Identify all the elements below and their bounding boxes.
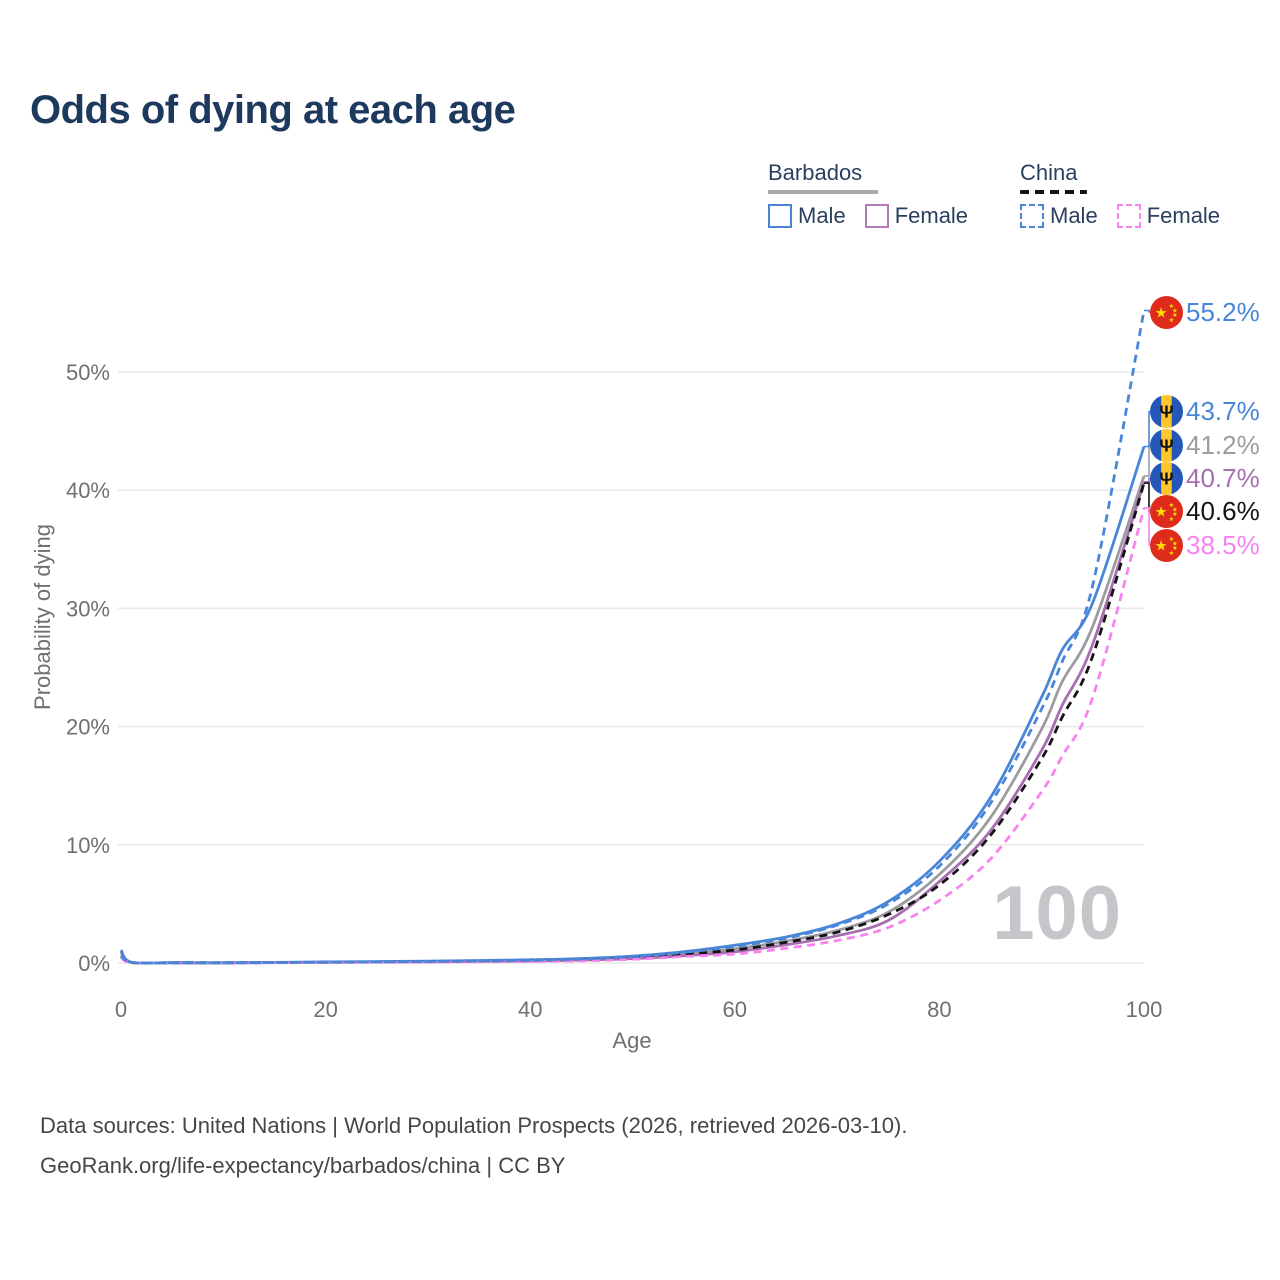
series-line-china-male xyxy=(119,310,1146,965)
china-flag-icon: ★ ★★★★ xyxy=(1150,295,1183,329)
end-label-barbados-male: Ψ 43.7% xyxy=(1150,395,1260,429)
footer-data-sources: Data sources: United Nations | World Pop… xyxy=(40,1113,908,1138)
legend-item-barbados-female[interactable]: Female xyxy=(864,203,969,229)
legend-swatch-barbados-female xyxy=(864,204,889,228)
svg-text:★: ★ xyxy=(1155,538,1168,554)
china-flag-icon: ★ ★★★★ xyxy=(1150,495,1183,529)
legend-line-style-china xyxy=(1020,190,1087,194)
legend-item-china-female[interactable]: Female xyxy=(1116,203,1221,229)
svg-text:★: ★ xyxy=(1172,307,1178,314)
legend-label: Male xyxy=(798,203,846,228)
x-tick-label-20: 20 xyxy=(313,997,337,1022)
svg-text:★: ★ xyxy=(1172,545,1178,552)
china-flag-icon: ★ ★★★★ xyxy=(1150,528,1183,562)
svg-text:★: ★ xyxy=(1169,502,1175,509)
end-label-barbados-both: Ψ 41.2% xyxy=(1150,428,1260,462)
barbados-flag-icon: Ψ xyxy=(1150,428,1183,462)
svg-text:★: ★ xyxy=(1169,302,1175,309)
legend-label: Female xyxy=(894,203,969,228)
barbados-flag-icon: Ψ xyxy=(1150,395,1183,429)
svg-text:★: ★ xyxy=(1169,316,1175,323)
legend-item-china-male[interactable]: Male xyxy=(1020,203,1098,229)
x-tick-label-40: 40 xyxy=(518,997,542,1022)
end-label-value: 38.5% xyxy=(1186,529,1260,560)
legend-swatch-china-male xyxy=(1020,204,1044,228)
y-tick-label-0: 0% xyxy=(78,951,110,976)
footer-attribution: GeoRank.org/life-expectancy/barbados/chi… xyxy=(40,1153,566,1178)
svg-text:Ψ: Ψ xyxy=(1159,435,1173,455)
end-label-china-female: ★ ★ ★ ★ ★ 38.5% xyxy=(1150,528,1260,562)
end-label-china-male: ★ ★ ★ ★ ★ 55.2% xyxy=(1150,295,1260,329)
age-watermark: 100 xyxy=(992,871,1122,956)
page-title: Odds of dying at each age xyxy=(30,88,516,132)
legend-group-china: China Male Female xyxy=(1020,160,1220,229)
svg-text:★: ★ xyxy=(1169,549,1175,556)
x-tick-label-100: 100 xyxy=(1126,997,1163,1022)
x-axis-title: Age xyxy=(612,1028,652,1053)
y-axis-title: Probability of dying xyxy=(30,524,55,710)
legend-label: Female xyxy=(1146,203,1221,228)
svg-text:Ψ: Ψ xyxy=(1159,468,1173,488)
legend-group-barbados: Barbados Male Female xyxy=(768,160,968,229)
end-label-value: 40.6% xyxy=(1186,496,1260,527)
svg-text:★: ★ xyxy=(1172,507,1178,514)
plot-area xyxy=(119,310,1146,965)
barbados-flag-icon: Ψ xyxy=(1150,461,1183,495)
legend-group-title-barbados: Barbados xyxy=(768,160,863,185)
svg-text:★: ★ xyxy=(1169,516,1175,523)
legend-group-title-china: China xyxy=(1020,160,1078,185)
end-label-value: 43.7% xyxy=(1186,396,1260,427)
y-tick-label-40: 40% xyxy=(66,478,110,503)
y-tick-label-10: 10% xyxy=(66,833,110,858)
legend-label: Male xyxy=(1050,203,1098,228)
svg-text:★: ★ xyxy=(1172,312,1178,319)
svg-text:★: ★ xyxy=(1155,505,1168,521)
legend-swatch-china-female xyxy=(1116,204,1141,228)
y-tick-label-30: 30% xyxy=(66,596,110,621)
y-tick-label-50: 50% xyxy=(66,360,110,385)
y-tick-label-20: 20% xyxy=(66,715,110,740)
end-label-value: 55.2% xyxy=(1186,296,1260,327)
svg-text:Ψ: Ψ xyxy=(1159,402,1173,422)
x-tick-label-60: 60 xyxy=(723,997,747,1022)
legend-swatch-barbados-male xyxy=(768,204,792,228)
end-label-value: 41.2% xyxy=(1186,429,1260,460)
svg-text:★: ★ xyxy=(1172,511,1178,518)
x-tick-label-80: 80 xyxy=(927,997,951,1022)
legend-line-style-barbados xyxy=(768,190,878,194)
footer: Data sources: United Nations | World Pop… xyxy=(40,1106,907,1186)
x-tick-label-0: 0 xyxy=(115,997,127,1022)
end-label-barbados-female: Ψ 40.7% xyxy=(1150,461,1260,495)
svg-text:★: ★ xyxy=(1169,535,1175,542)
svg-text:★: ★ xyxy=(1172,540,1178,547)
svg-text:★: ★ xyxy=(1155,305,1168,321)
legend-item-barbados-male[interactable]: Male xyxy=(768,203,846,229)
end-label-china-both: ★ ★ ★ ★ ★ 40.6% xyxy=(1150,495,1260,529)
end-label-value: 40.7% xyxy=(1186,462,1260,493)
